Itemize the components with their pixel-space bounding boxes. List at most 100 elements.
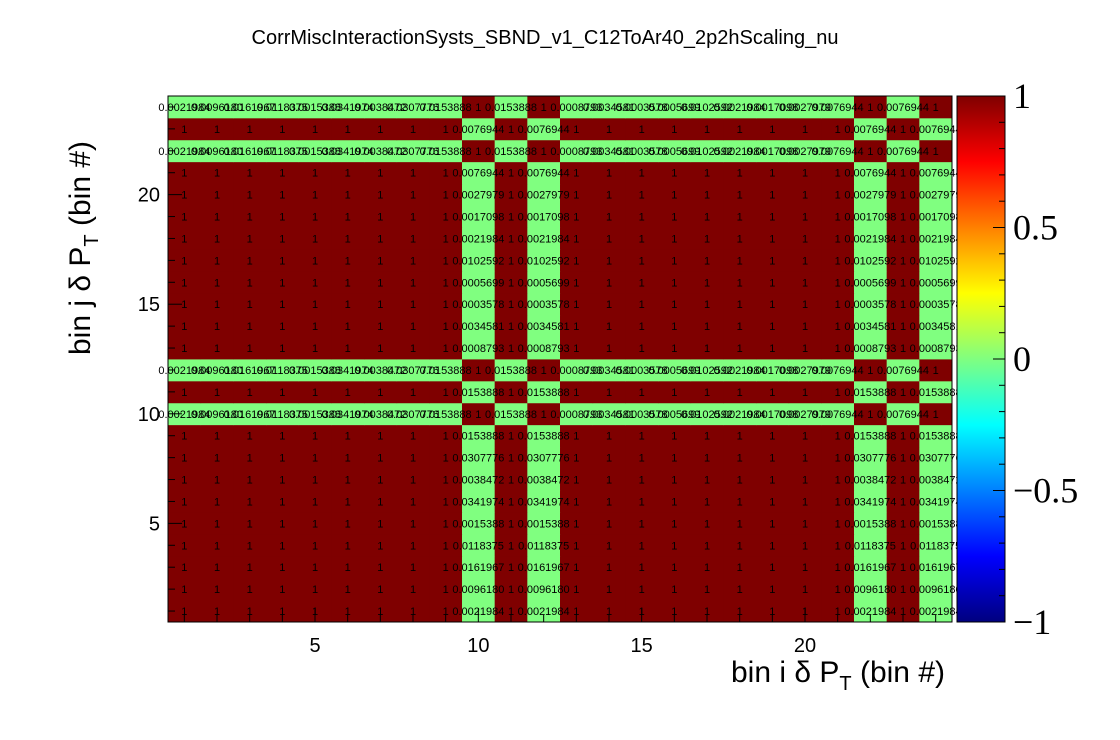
heatmap-cell bbox=[625, 293, 659, 316]
heatmap-cell bbox=[723, 600, 757, 623]
heatmap-cell bbox=[527, 446, 561, 469]
heatmap-cell bbox=[396, 205, 430, 228]
heatmap-cell bbox=[854, 446, 888, 469]
cell-value-label: 0.0102592 bbox=[910, 255, 962, 267]
heatmap-cell bbox=[298, 402, 332, 426]
cell-value-label: 1 bbox=[279, 277, 285, 289]
heatmap-cell bbox=[723, 556, 757, 579]
cell-value-label: 1 bbox=[279, 321, 285, 333]
cell-value-label: 1 bbox=[802, 453, 808, 465]
cell-value-label: 1 bbox=[247, 453, 253, 465]
cell-value-label: 1 bbox=[737, 277, 743, 289]
cell-value-label: 1 bbox=[769, 584, 775, 596]
heatmap-cell bbox=[331, 490, 365, 513]
cell-value-label: 1 bbox=[704, 168, 710, 180]
heatmap-cell bbox=[788, 271, 822, 294]
heatmap-cell bbox=[364, 183, 398, 206]
heatmap-cell bbox=[788, 534, 822, 557]
heatmap-cell bbox=[266, 271, 300, 294]
cell-value-label: 0.0008793 bbox=[550, 409, 602, 421]
cell-value-label: 1 bbox=[377, 453, 383, 465]
cell-value-label: 0.0076944 bbox=[877, 365, 929, 377]
cell-value-label: 1 bbox=[769, 453, 775, 465]
heatmap-cell bbox=[429, 271, 463, 294]
heatmap-cell bbox=[200, 534, 234, 557]
heatmap-cell bbox=[364, 446, 398, 469]
heatmap-cell bbox=[788, 578, 822, 601]
cell-value-label: 1 bbox=[214, 387, 220, 399]
heatmap-cell bbox=[429, 512, 463, 535]
heatmap-cell bbox=[821, 578, 855, 601]
heatmap-cell bbox=[396, 556, 430, 579]
cell-value-label: 1 bbox=[737, 168, 743, 180]
heatmap-cell bbox=[527, 271, 561, 294]
heatmap-cell bbox=[494, 512, 528, 535]
heatmap-cell bbox=[625, 468, 659, 491]
cell-value-label: 1 bbox=[508, 255, 514, 267]
heatmap-cell bbox=[266, 96, 300, 119]
color-palette: 1 0.5 0 −0.5 −1 bbox=[956, 76, 1078, 642]
heatmap-cell bbox=[625, 315, 659, 338]
heatmap-cell bbox=[723, 293, 757, 316]
cell-value-label: 1 bbox=[737, 255, 743, 267]
heatmap-cell bbox=[331, 96, 365, 119]
cell-value-label: 1 bbox=[410, 606, 416, 618]
heatmap-cell bbox=[788, 161, 822, 185]
heatmap-cell bbox=[756, 424, 790, 448]
heatmap-cell bbox=[788, 337, 822, 360]
heatmap-cell bbox=[625, 446, 659, 469]
heatmap-cell bbox=[331, 468, 365, 491]
x-tick-label: 20 bbox=[794, 635, 816, 657]
heatmap-cell bbox=[527, 117, 561, 141]
cell-value-label: 1 bbox=[345, 343, 351, 355]
heatmap-cell bbox=[168, 359, 202, 382]
cell-value-label: 1 bbox=[443, 299, 449, 311]
y-tick-label: 5 bbox=[149, 513, 160, 535]
cell-value-label: 0.0034581 bbox=[583, 146, 635, 158]
cell-value-label: 1 bbox=[606, 387, 612, 399]
heatmap-cell bbox=[690, 315, 724, 338]
cell-value-label: 0.0038472 bbox=[354, 102, 406, 114]
cell-value-label: 1 bbox=[933, 102, 939, 114]
cell-value-label: 1 bbox=[377, 606, 383, 618]
heatmap-cell bbox=[462, 315, 496, 338]
cell-value-label: 1 bbox=[573, 299, 579, 311]
cell-value-label: 0.0076944 bbox=[877, 146, 929, 158]
cell-value-label: 0.0118375 bbox=[453, 540, 504, 552]
cell-value-label: 0.0161967 bbox=[224, 102, 276, 114]
heatmap-cell bbox=[396, 227, 430, 250]
heatmap-cell bbox=[494, 183, 528, 206]
cell-value-label: 1 bbox=[279, 387, 285, 399]
heatmap-cell bbox=[233, 271, 267, 294]
heatmap-cell bbox=[331, 271, 365, 294]
heatmap-cell bbox=[886, 578, 920, 601]
cell-value-label: 1 bbox=[639, 321, 645, 333]
heatmap-cell bbox=[527, 380, 561, 404]
cell-value-label: 1 bbox=[443, 190, 449, 202]
heatmap-cell bbox=[494, 249, 528, 272]
cell-value-label: 1 bbox=[279, 233, 285, 245]
heatmap-cell bbox=[625, 161, 659, 185]
cell-value-label: 0.0017098 bbox=[746, 409, 798, 421]
heatmap-cell bbox=[690, 359, 724, 382]
cell-value-label: 1 bbox=[671, 475, 677, 487]
heatmap-cell bbox=[233, 96, 267, 119]
cell-value-label: 1 bbox=[410, 233, 416, 245]
heatmap-cell bbox=[788, 380, 822, 404]
heatmap-cell bbox=[592, 512, 626, 535]
heatmap-cell bbox=[723, 490, 757, 513]
cell-value-label: 0.0015388 bbox=[518, 518, 570, 530]
heatmap-cell bbox=[396, 271, 430, 294]
cell-value-label: 1 bbox=[508, 233, 514, 245]
cell-value-label: 1 bbox=[573, 190, 579, 202]
heatmap-cell bbox=[396, 293, 430, 316]
heatmap-cell bbox=[233, 227, 267, 250]
cell-value-label: 1 bbox=[704, 475, 710, 487]
heatmap-cell bbox=[625, 227, 659, 250]
heatmap-cell bbox=[788, 205, 822, 228]
cell-value-label: 1 bbox=[769, 190, 775, 202]
heatmap-cell bbox=[429, 380, 463, 404]
cell-value-label: 1 bbox=[181, 299, 187, 311]
heatmap-cell bbox=[168, 534, 202, 557]
heatmap-cell bbox=[429, 578, 463, 601]
